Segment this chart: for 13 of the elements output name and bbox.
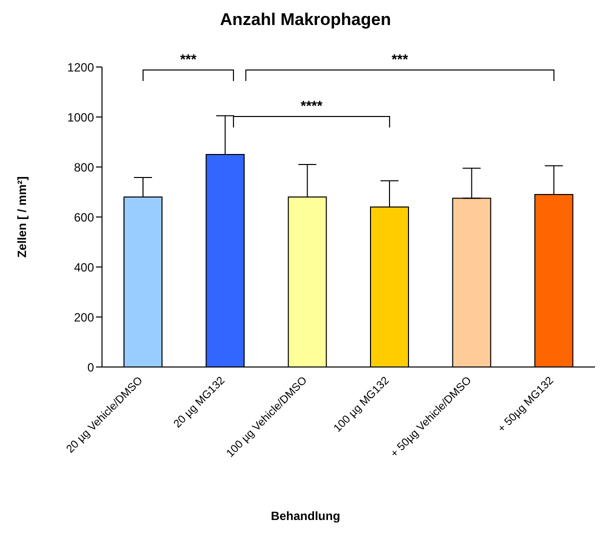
y-tick-label: 1200 xyxy=(67,60,94,74)
y-tick-label: 1000 xyxy=(67,110,94,124)
annotation: **** xyxy=(300,98,323,114)
y-tick-label: 600 xyxy=(74,210,94,224)
y-tick-label: 0 xyxy=(87,360,94,374)
y-axis-title: Zellen [ / mm²] xyxy=(15,176,29,258)
y-tick-label: 800 xyxy=(74,160,94,174)
annotation: *** xyxy=(392,51,409,67)
annotation: *** xyxy=(180,51,197,67)
chart-title: Anzahl Makrophagen xyxy=(219,10,392,30)
y-tick-label: 400 xyxy=(74,260,94,274)
x-axis-title: Behandlung xyxy=(270,509,342,523)
y-tick-label: 200 xyxy=(74,310,94,324)
